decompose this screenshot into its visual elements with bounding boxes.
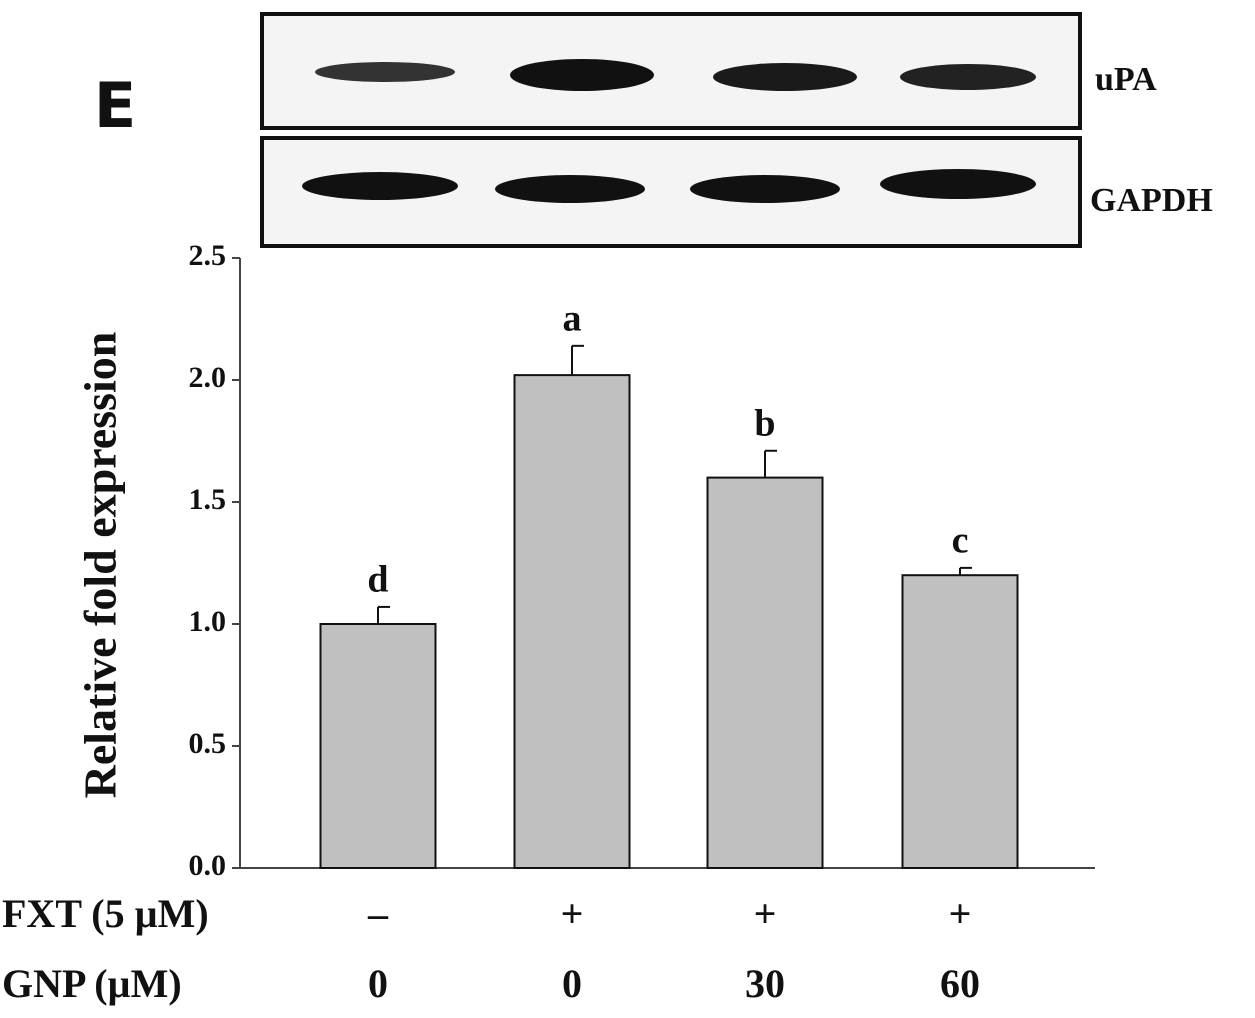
blot: uPA GAPDH xyxy=(260,12,1213,248)
y-tick-label: 1.0 xyxy=(189,605,227,638)
row-value: 30 xyxy=(745,961,785,1006)
panel-label: E xyxy=(94,69,136,142)
y-axis-label: Relative fold expression xyxy=(75,332,126,799)
band xyxy=(510,59,654,91)
significance-label: a xyxy=(563,298,582,340)
y-tick-label: 0.5 xyxy=(189,727,227,760)
y-tick-label: 0.0 xyxy=(189,849,227,882)
significance-label: b xyxy=(754,402,775,444)
band xyxy=(900,64,1036,90)
row-value: + xyxy=(949,891,972,936)
row-label: FXT (5 µM) xyxy=(2,891,209,936)
band xyxy=(495,175,645,203)
row-value: + xyxy=(561,891,584,936)
bar xyxy=(901,574,1019,869)
row-value: 0 xyxy=(562,961,582,1006)
row-value: + xyxy=(754,891,777,936)
band xyxy=(315,62,455,82)
row-value: 60 xyxy=(940,961,980,1006)
y-tick-label: 1.5 xyxy=(189,483,227,516)
significance-label: c xyxy=(952,520,969,562)
row-label: GNP (µM) xyxy=(2,961,182,1006)
blot-label: uPA xyxy=(1095,61,1157,98)
band xyxy=(690,175,840,203)
row-value: 0 xyxy=(368,961,388,1006)
bar xyxy=(513,374,631,869)
significance-label: d xyxy=(367,559,388,601)
bar xyxy=(319,623,437,869)
band xyxy=(713,63,857,91)
bar xyxy=(706,476,824,869)
row-value: – xyxy=(367,891,389,936)
band xyxy=(302,172,458,200)
band xyxy=(880,169,1036,199)
y-tick-label: 2.5 xyxy=(189,239,227,272)
y-tick-label: 2.0 xyxy=(189,361,227,394)
blot-label: GAPDH xyxy=(1090,182,1213,219)
